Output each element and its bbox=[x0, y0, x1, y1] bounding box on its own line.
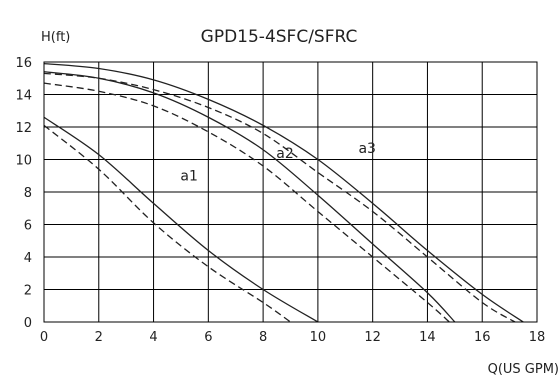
grid bbox=[43, 61, 538, 323]
series-a2-dashed bbox=[43, 82, 450, 323]
y-tick-label: 12 bbox=[15, 121, 32, 136]
curve-label-a2: a2 bbox=[276, 146, 294, 162]
x-tick-label: 4 bbox=[149, 330, 157, 345]
x-tick-label: 14 bbox=[419, 330, 436, 345]
y-tick-labels: 0 2 4 6 8 10 12 14 16 bbox=[15, 56, 32, 331]
y-tick-label: 16 bbox=[15, 56, 32, 71]
y-tick-label: 0 bbox=[24, 316, 32, 331]
x-tick-label: 16 bbox=[474, 330, 491, 345]
x-axis-label: Q(US GPM) bbox=[488, 362, 559, 377]
x-tick-label: 8 bbox=[259, 330, 267, 345]
y-tick-label: 10 bbox=[15, 154, 32, 169]
x-tick-labels: 0 2 4 6 8 10 12 14 16 18 bbox=[40, 330, 545, 345]
series-a2-solid bbox=[43, 71, 456, 323]
y-tick-label: 4 bbox=[24, 251, 32, 266]
series-a1-dashed bbox=[43, 124, 291, 323]
plot-frame bbox=[43, 61, 538, 323]
series-lines bbox=[43, 62, 524, 323]
x-tick-label: 18 bbox=[529, 330, 546, 345]
curve-labels: a1 a2 a3 bbox=[180, 141, 376, 185]
y-tick-label: 14 bbox=[15, 89, 32, 104]
series-a3-dashed bbox=[43, 72, 516, 323]
x-tick-label: 2 bbox=[95, 330, 103, 345]
curve-label-a1: a1 bbox=[180, 169, 198, 185]
x-tick-label: 12 bbox=[364, 330, 381, 345]
series-a1-solid bbox=[43, 116, 319, 323]
y-tick-label: 6 bbox=[24, 219, 32, 234]
y-tick-label: 8 bbox=[24, 186, 32, 201]
series-a3-solid bbox=[43, 62, 524, 323]
y-tick-label: 2 bbox=[24, 284, 32, 299]
x-tick-label: 10 bbox=[310, 330, 327, 345]
x-tick-label: 0 bbox=[40, 330, 48, 345]
chart-title: GPD15-4SFC/SFRC bbox=[201, 27, 358, 47]
y-axis-label: H(ft) bbox=[41, 30, 70, 45]
x-tick-label: 6 bbox=[204, 330, 212, 345]
curve-label-a3: a3 bbox=[358, 141, 376, 157]
